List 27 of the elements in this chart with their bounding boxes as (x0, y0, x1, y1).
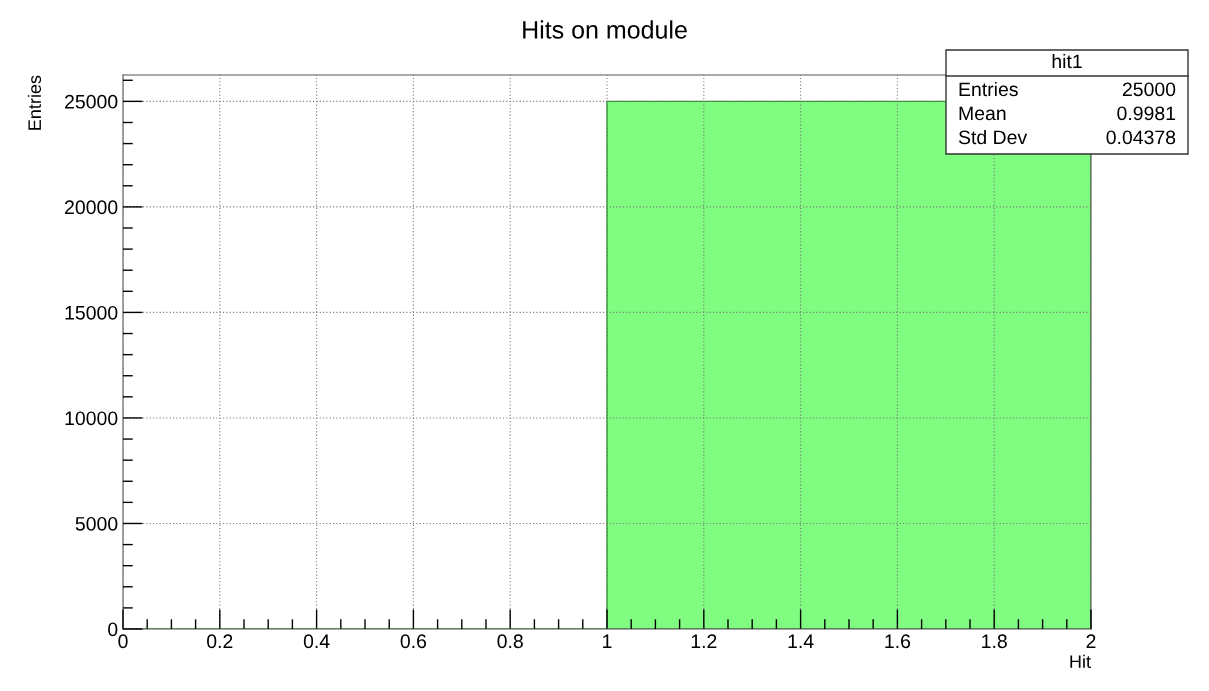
text: 0.04378 (1106, 130, 1176, 145)
text: 25000 (1122, 82, 1176, 97)
x-tick-label: 1.8 (982, 634, 1007, 649)
x-axis-title: Hit (1070, 654, 1091, 668)
annotation: Entries (959, 81, 1018, 97)
text: 0.9981 (1117, 106, 1176, 121)
x-tick-label: 1 (603, 634, 612, 648)
x-tick-label: 0 (118, 634, 128, 649)
y-axis-title: Entries (27, 75, 42, 130)
x-tick-label: 1.6 (885, 634, 911, 649)
x-tick-label: 0.2 (207, 634, 233, 649)
x-tick-label: 1.4 (788, 634, 814, 648)
x-tick-label: 0.6 (400, 634, 427, 649)
y-tick-label: 15000 (65, 305, 118, 320)
y-tick-label: 25000 (65, 94, 118, 109)
x-tick-label: 0.4 (303, 634, 330, 649)
annotation: Std Dev (958, 129, 1028, 145)
chart-title: Hits on module (523, 20, 687, 39)
x-tick-label: 0.8 (497, 634, 523, 649)
x-tick-label: 2 (1086, 634, 1096, 648)
y-tick-label: 5000 (75, 516, 118, 531)
y-tick-label: 0 (108, 622, 118, 637)
y-tick-label: 20000 (65, 200, 118, 215)
annotation: Mean (959, 106, 1006, 121)
text: hit1 (1052, 53, 1082, 69)
y-tick-label: 10000 (65, 411, 118, 426)
x-tick-label: 1.2 (691, 634, 717, 648)
